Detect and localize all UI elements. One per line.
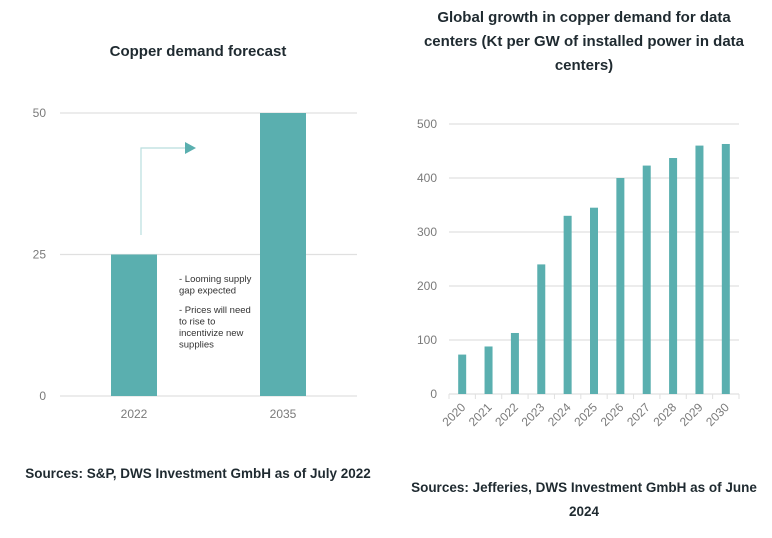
annotation-note-line: to rise to: [179, 317, 215, 328]
right-source-line-1: Sources: Jefferies, DWS Investment GmbH …: [411, 480, 757, 495]
right-chart-title: Global growth in copper demand for data …: [396, 6, 772, 78]
x-tick-label: 2022: [121, 407, 148, 421]
right-title-line-3: centers): [554, 57, 614, 74]
x-tick-label: 2020: [440, 400, 469, 429]
x-tick-label: 2022: [492, 400, 521, 429]
left-chart-title: Copper demand forecast: [109, 43, 287, 60]
y-tick-label: 300: [417, 225, 437, 239]
annotation-note-line: gap expected: [179, 286, 236, 297]
annotation-arrow-line: [140, 147, 186, 235]
bar-2027: [642, 165, 651, 394]
bar-2029: [695, 145, 704, 394]
y-tick-label: 100: [417, 333, 437, 347]
right-title-line-1: Global growth in copper demand for data: [437, 9, 731, 26]
y-tick-label: 0: [39, 389, 46, 403]
bar-2035: [260, 113, 306, 396]
bar-2022: [510, 332, 519, 394]
bar-2030: [721, 143, 730, 394]
annotation-note-line: incentivize new: [179, 328, 244, 339]
y-tick-label: 200: [417, 279, 437, 293]
x-tick-label: 2023: [519, 400, 548, 429]
right-source-line-2: 2024: [568, 504, 600, 519]
bar-2023: [537, 264, 546, 394]
right-title-line-2: centers (Kt per GW of installed power in…: [423, 33, 745, 50]
annotation-note-line: - Prices will need: [179, 305, 251, 316]
x-tick-label: 2029: [677, 400, 706, 429]
bar-2028: [669, 158, 678, 394]
y-tick-label: 400: [417, 171, 437, 185]
right-chart-source: Sources: Jefferies, DWS Investment GmbH …: [396, 476, 772, 524]
arrow-head-icon: [185, 142, 196, 154]
bar-2022: [111, 254, 157, 396]
y-tick-label: 25: [33, 248, 47, 262]
left-chart-source: Sources: S&P, DWS Investment GmbH as of …: [25, 466, 371, 481]
annotation-note-line: supplies: [179, 340, 214, 351]
x-tick-label: 2026: [598, 400, 627, 429]
bar-2026: [616, 178, 625, 394]
x-tick-label: 2025: [571, 400, 600, 429]
bar-2021: [484, 346, 493, 394]
x-tick-label: 2028: [650, 400, 679, 429]
annotation-note-line: - Looming supply: [179, 274, 252, 285]
bar-2020: [458, 354, 467, 394]
x-tick-label: 2027: [624, 400, 653, 429]
bar-2024: [563, 215, 572, 394]
x-tick-label: 2030: [703, 400, 732, 429]
x-tick-label: 2021: [466, 400, 495, 429]
x-tick-label: 2035: [270, 407, 297, 421]
x-tick-label: 2024: [545, 400, 574, 429]
right-chart: 0 100 200 300 400 500 202020212022202320242025…: [417, 117, 740, 429]
bar-2025: [590, 207, 598, 394]
y-tick-label: 0: [430, 387, 437, 401]
y-tick-label: 50: [33, 106, 47, 120]
y-tick-label: 500: [417, 117, 437, 131]
